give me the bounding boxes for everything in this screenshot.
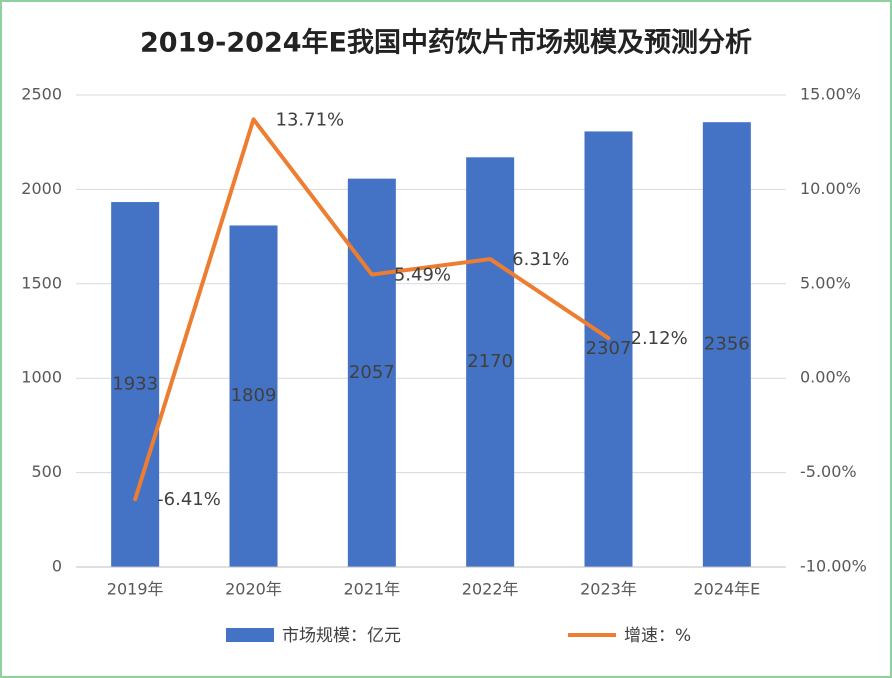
x-tick-label: 2024年E xyxy=(693,580,760,599)
y2-tick-label: -5.00% xyxy=(800,462,857,481)
y2-tick-label: 5.00% xyxy=(800,273,851,292)
bar xyxy=(229,225,278,567)
legend-swatch xyxy=(226,628,274,642)
bar-value-label: 2307 xyxy=(586,338,632,359)
x-tick-label: 2021年 xyxy=(343,580,400,599)
bar xyxy=(584,131,633,567)
bar-value-label: 1809 xyxy=(231,385,277,406)
y-tick-label: 2000 xyxy=(21,179,62,198)
y-tick-label: 0 xyxy=(52,557,62,576)
line-value-label: 2.12% xyxy=(631,328,688,349)
line-value-label: 5.49% xyxy=(394,265,451,286)
y-tick-label: 500 xyxy=(31,462,62,481)
legend-label: 市场规模：亿元 xyxy=(282,626,401,646)
y2-tick-label: 0.00% xyxy=(800,368,851,387)
x-tick-label: 2019年 xyxy=(107,580,164,599)
x-tick-label: 2022年 xyxy=(462,580,519,599)
y-tick-label: 1000 xyxy=(21,368,62,387)
x-tick-label: 2020年 xyxy=(225,580,282,599)
bar xyxy=(111,202,160,567)
legend-label: 增速：% xyxy=(624,626,691,646)
y-tick-label: 2500 xyxy=(21,85,62,104)
line-value-label: 6.31% xyxy=(512,249,569,270)
y2-tick-label: 15.00% xyxy=(800,85,861,104)
bar xyxy=(702,122,751,568)
y-tick-label: 1500 xyxy=(21,273,62,292)
line-value-label: -6.41% xyxy=(157,489,221,510)
bar-value-label: 2356 xyxy=(704,334,750,355)
bar xyxy=(466,157,515,567)
y2-tick-label: -10.00% xyxy=(800,557,867,576)
bar-value-label: 1933 xyxy=(112,374,158,395)
chart-title: 2019-2024年E我国中药饮片市场规模及预测分析 xyxy=(140,27,752,59)
x-tick-label: 2023年 xyxy=(580,580,637,599)
bar-value-label: 2057 xyxy=(349,362,395,383)
y2-tick-label: 10.00% xyxy=(800,179,861,198)
growth-line xyxy=(133,117,611,502)
bar xyxy=(347,178,396,567)
line-value-label: 13.71% xyxy=(276,109,345,130)
bar-value-label: 2170 xyxy=(467,351,513,372)
